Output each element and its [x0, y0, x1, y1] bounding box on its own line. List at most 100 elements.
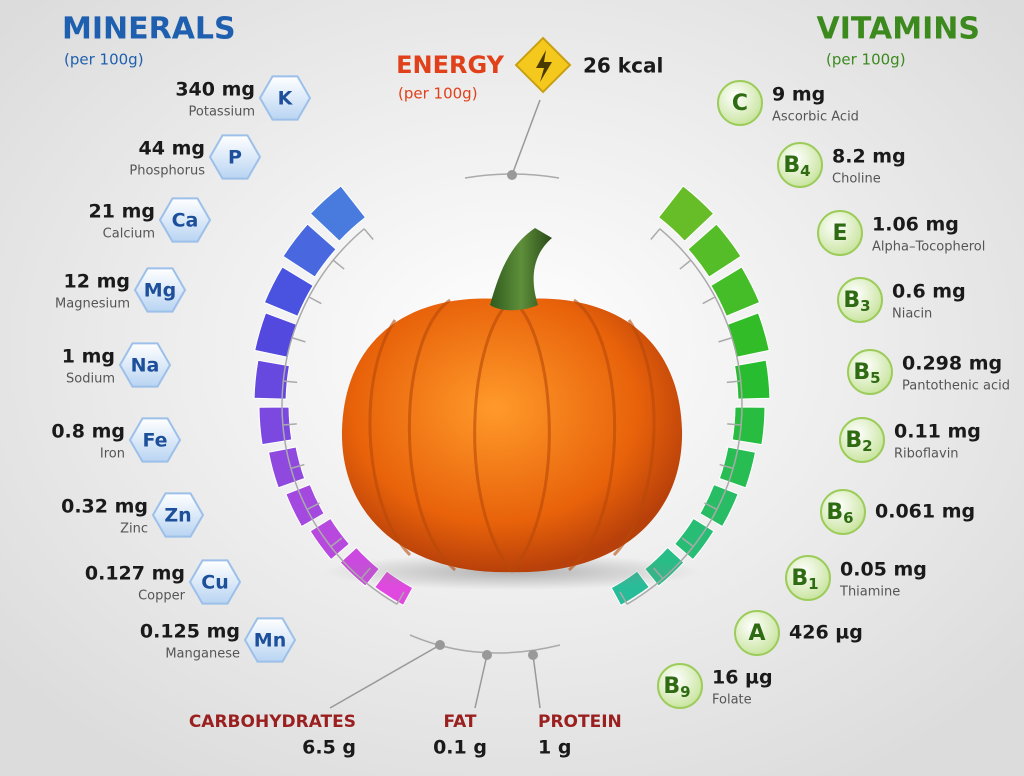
vitamin-symbol: B2: [845, 428, 872, 455]
vitamin-symbol: E: [832, 221, 847, 246]
vitamin-amount: 0.6 mg: [892, 281, 966, 303]
vitamin-bar: [718, 446, 757, 489]
mineral-hexagon: [128, 417, 182, 463]
vitamin-subscript: 1: [808, 575, 818, 593]
pumpkin-stem: [490, 228, 552, 311]
mineral-symbol: P: [228, 147, 242, 169]
mineral-bar: [282, 223, 337, 278]
minerals-header: MINERALS (per 100g): [62, 12, 236, 69]
guide-tick: [291, 337, 306, 343]
vitamin-amount: 9 mg: [772, 84, 825, 106]
vitamin-bar: [731, 406, 766, 446]
vitamin-subscript: 9: [680, 683, 690, 701]
vitamin-name: Choline: [832, 172, 881, 187]
guide-tick: [702, 296, 716, 305]
mineral-bar: [267, 446, 306, 489]
vitamin-badge: [817, 210, 863, 256]
vitamin-bar: [725, 312, 770, 358]
mineral-hexagon: [158, 197, 212, 243]
vitamin-bar: [657, 185, 715, 242]
mineral-bar: [309, 185, 367, 242]
vitamin-letter: A: [748, 621, 765, 646]
macro-name: FAT: [443, 712, 476, 732]
mineral-symbol: Cu: [201, 572, 228, 594]
mineral-hexagon: [151, 492, 205, 538]
mineral-hexagon: [188, 559, 242, 605]
macro-name: CARBOHYDRATES: [189, 712, 356, 732]
vitamin-symbol: B4: [783, 153, 810, 180]
guide-tick: [283, 380, 298, 384]
macro-name: PROTEIN: [538, 712, 622, 732]
mineral-name: Copper: [138, 589, 186, 604]
mineral-name: Sodium: [66, 372, 115, 387]
mineral-amount: 340 mg: [175, 79, 255, 101]
vitamin-subscript: 4: [800, 162, 810, 180]
vitamins-title: VITAMINS: [817, 12, 980, 47]
vitamin-subscript: 2: [862, 437, 872, 455]
energy-subtitle: (per 100g): [398, 85, 478, 103]
pumpkin: [341, 228, 683, 573]
vitamin-bar: [733, 359, 771, 400]
mineral-symbol: Fe: [142, 430, 167, 452]
vitamin-subscript: 6: [843, 509, 853, 527]
mineral-amount: 12 mg: [64, 271, 130, 293]
vitamin-letter: B: [826, 500, 843, 525]
vitamin-letter: E: [832, 221, 847, 246]
mineral-name: Calcium: [103, 227, 155, 242]
energy: ENERGY (per 100g) 26 kcal: [396, 36, 663, 176]
vitamin-badge: [785, 555, 831, 601]
macro-dot: [528, 650, 538, 660]
macro-connector: [532, 654, 541, 709]
vitamin-subscript: 5: [870, 369, 880, 387]
vitamin-badge: [734, 610, 780, 656]
vitamin-symbol: A: [748, 621, 765, 646]
vitamins-subtitle: (per 100g): [826, 51, 906, 69]
vitamin-symbol: B9: [663, 674, 690, 701]
vitamin-subscript: 3: [860, 297, 870, 315]
macro-connector: [474, 654, 488, 709]
guide-tick: [306, 502, 320, 511]
vitamin-letter: B: [663, 674, 680, 699]
minerals-subtitle: (per 100g): [64, 51, 144, 69]
mineral-name: Phosphorus: [129, 164, 205, 179]
macro-dot: [435, 640, 445, 650]
vitamin-symbol: B1: [791, 566, 818, 593]
mineral-bar: [258, 406, 293, 446]
vitamin-symbol: B5: [853, 360, 880, 387]
vitamin-badge: [837, 277, 883, 323]
vitamin-symbol: B6: [826, 500, 853, 527]
guide-tick: [619, 591, 628, 605]
vitamin-badge: [717, 80, 763, 126]
macro-amount: 1 g: [538, 737, 571, 759]
vitamin-bar: [687, 223, 742, 278]
mineral-amount: 0.8 mg: [51, 421, 125, 443]
mineral-hexagon: [118, 342, 172, 388]
guide-tick: [704, 502, 718, 511]
mineral-hexagon: [208, 134, 262, 180]
mineral-name: Zinc: [120, 522, 148, 537]
vitamin-letter: B: [791, 566, 808, 591]
mineral-amount: 0.127 mg: [85, 563, 185, 585]
vitamin-name: Ascorbic Acid: [772, 110, 859, 125]
vitamin-amount: 426 µg: [789, 622, 863, 644]
mineral-hexagon: [133, 267, 187, 313]
vitamin-name: Niacin: [892, 307, 932, 322]
vitamin-name: Folate: [712, 693, 752, 708]
vitamin-name: Thiamine: [839, 585, 900, 600]
guide-tick: [719, 463, 734, 470]
vitamin-letter: B: [783, 153, 800, 178]
vitamin-letter: B: [845, 428, 862, 453]
vitamin-letter: B: [853, 360, 870, 385]
mineral-symbol: K: [278, 88, 294, 110]
vitamin-bar: [710, 266, 761, 317]
guide-tick: [363, 228, 374, 241]
mineral-symbol: Mg: [144, 280, 177, 302]
macro-amount: 0.1 g: [433, 737, 487, 759]
vitamin-name: Riboflavin: [894, 447, 959, 462]
mineral-name: Magnesium: [55, 297, 130, 312]
mineral-name: Manganese: [165, 647, 240, 662]
minerals-title: MINERALS: [62, 12, 236, 47]
guide-tick: [681, 537, 694, 548]
mineral-bar: [254, 312, 299, 358]
